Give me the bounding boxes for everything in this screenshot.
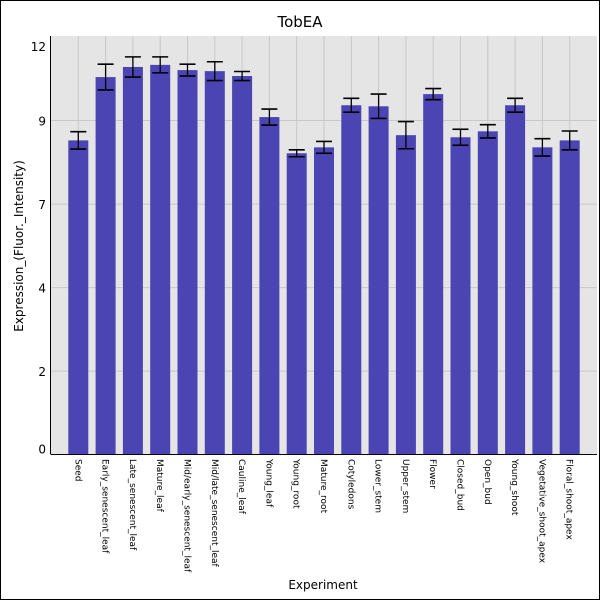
bar	[286, 153, 307, 455]
bar	[395, 135, 416, 455]
error-bar	[507, 97, 524, 114]
x-tick-label: Closed_bud	[455, 459, 465, 511]
x-tick-label: Late_senescent_leaf	[127, 459, 137, 551]
error-bar	[452, 128, 469, 147]
x-tick-label: Flower	[427, 459, 437, 489]
y-tick-label: 9	[38, 115, 46, 129]
bar	[314, 147, 334, 455]
x-tick-label: Mid/late_senescent_leaf	[209, 459, 219, 568]
error-bar	[479, 123, 496, 139]
error-bar	[561, 130, 578, 151]
bar	[368, 106, 389, 455]
error-bar	[370, 93, 387, 120]
bar	[122, 66, 143, 455]
bar	[477, 131, 498, 455]
y-tick-label: 0	[38, 443, 46, 457]
y-tick-label: 12	[31, 40, 46, 54]
x-tick-label: Floral_shoot_apex	[564, 459, 574, 540]
error-bar	[534, 137, 551, 157]
bar	[204, 71, 225, 455]
x-tick-label: Cotyledons	[345, 459, 355, 510]
y-tick-label: 7	[38, 198, 46, 212]
bar	[532, 147, 553, 455]
bar	[150, 64, 171, 455]
error-bar	[316, 140, 332, 155]
error-bar	[179, 63, 196, 77]
bar	[450, 137, 471, 455]
y-tick-label: 2	[38, 365, 46, 379]
x-tick-label: Mature_leaf	[154, 459, 164, 513]
bar	[259, 117, 280, 455]
x-tick-label: Open_bud	[482, 459, 492, 505]
error-bar	[343, 97, 360, 114]
x-tick-label: Upper_stem	[400, 459, 410, 513]
error-bar	[97, 63, 114, 91]
x-tick-label: Mature_root	[318, 459, 328, 514]
error-bar	[261, 108, 278, 126]
bar	[423, 94, 444, 455]
x-tick-label: Young_root	[291, 458, 301, 509]
x-axis-label: Experiment	[288, 578, 358, 592]
y-axis-label: Expression_(Fluor._Intensity)	[12, 160, 26, 332]
bar	[505, 105, 526, 455]
y-tick-label: 4	[38, 282, 46, 296]
error-bar	[234, 70, 251, 82]
x-tick-label: Young_leaf	[263, 458, 273, 508]
error-bar	[288, 148, 305, 158]
x-tick-label: Lower_stem	[373, 459, 383, 513]
bar	[559, 140, 580, 455]
error-bar	[397, 120, 414, 150]
chart-title: TobEA	[276, 13, 323, 31]
error-bar	[124, 56, 141, 78]
x-tick-label: Cauline_leaf	[236, 459, 246, 515]
bar	[177, 70, 198, 455]
error-bar	[70, 130, 87, 150]
error-bar	[425, 87, 442, 101]
bar	[95, 77, 116, 455]
bar	[68, 140, 89, 455]
bar	[232, 76, 253, 455]
error-bar	[152, 56, 169, 74]
x-tick-label: Early_senescent_leaf	[100, 459, 110, 554]
x-tick-label: Seed	[72, 459, 82, 482]
x-tick-label: Vegetative_shoot_apex	[536, 459, 546, 564]
bar	[341, 105, 362, 455]
x-tick-label: Mid/early_senescent_leaf	[182, 459, 192, 573]
x-tick-label: Young_shoot	[509, 458, 519, 516]
error-bar	[206, 60, 223, 82]
